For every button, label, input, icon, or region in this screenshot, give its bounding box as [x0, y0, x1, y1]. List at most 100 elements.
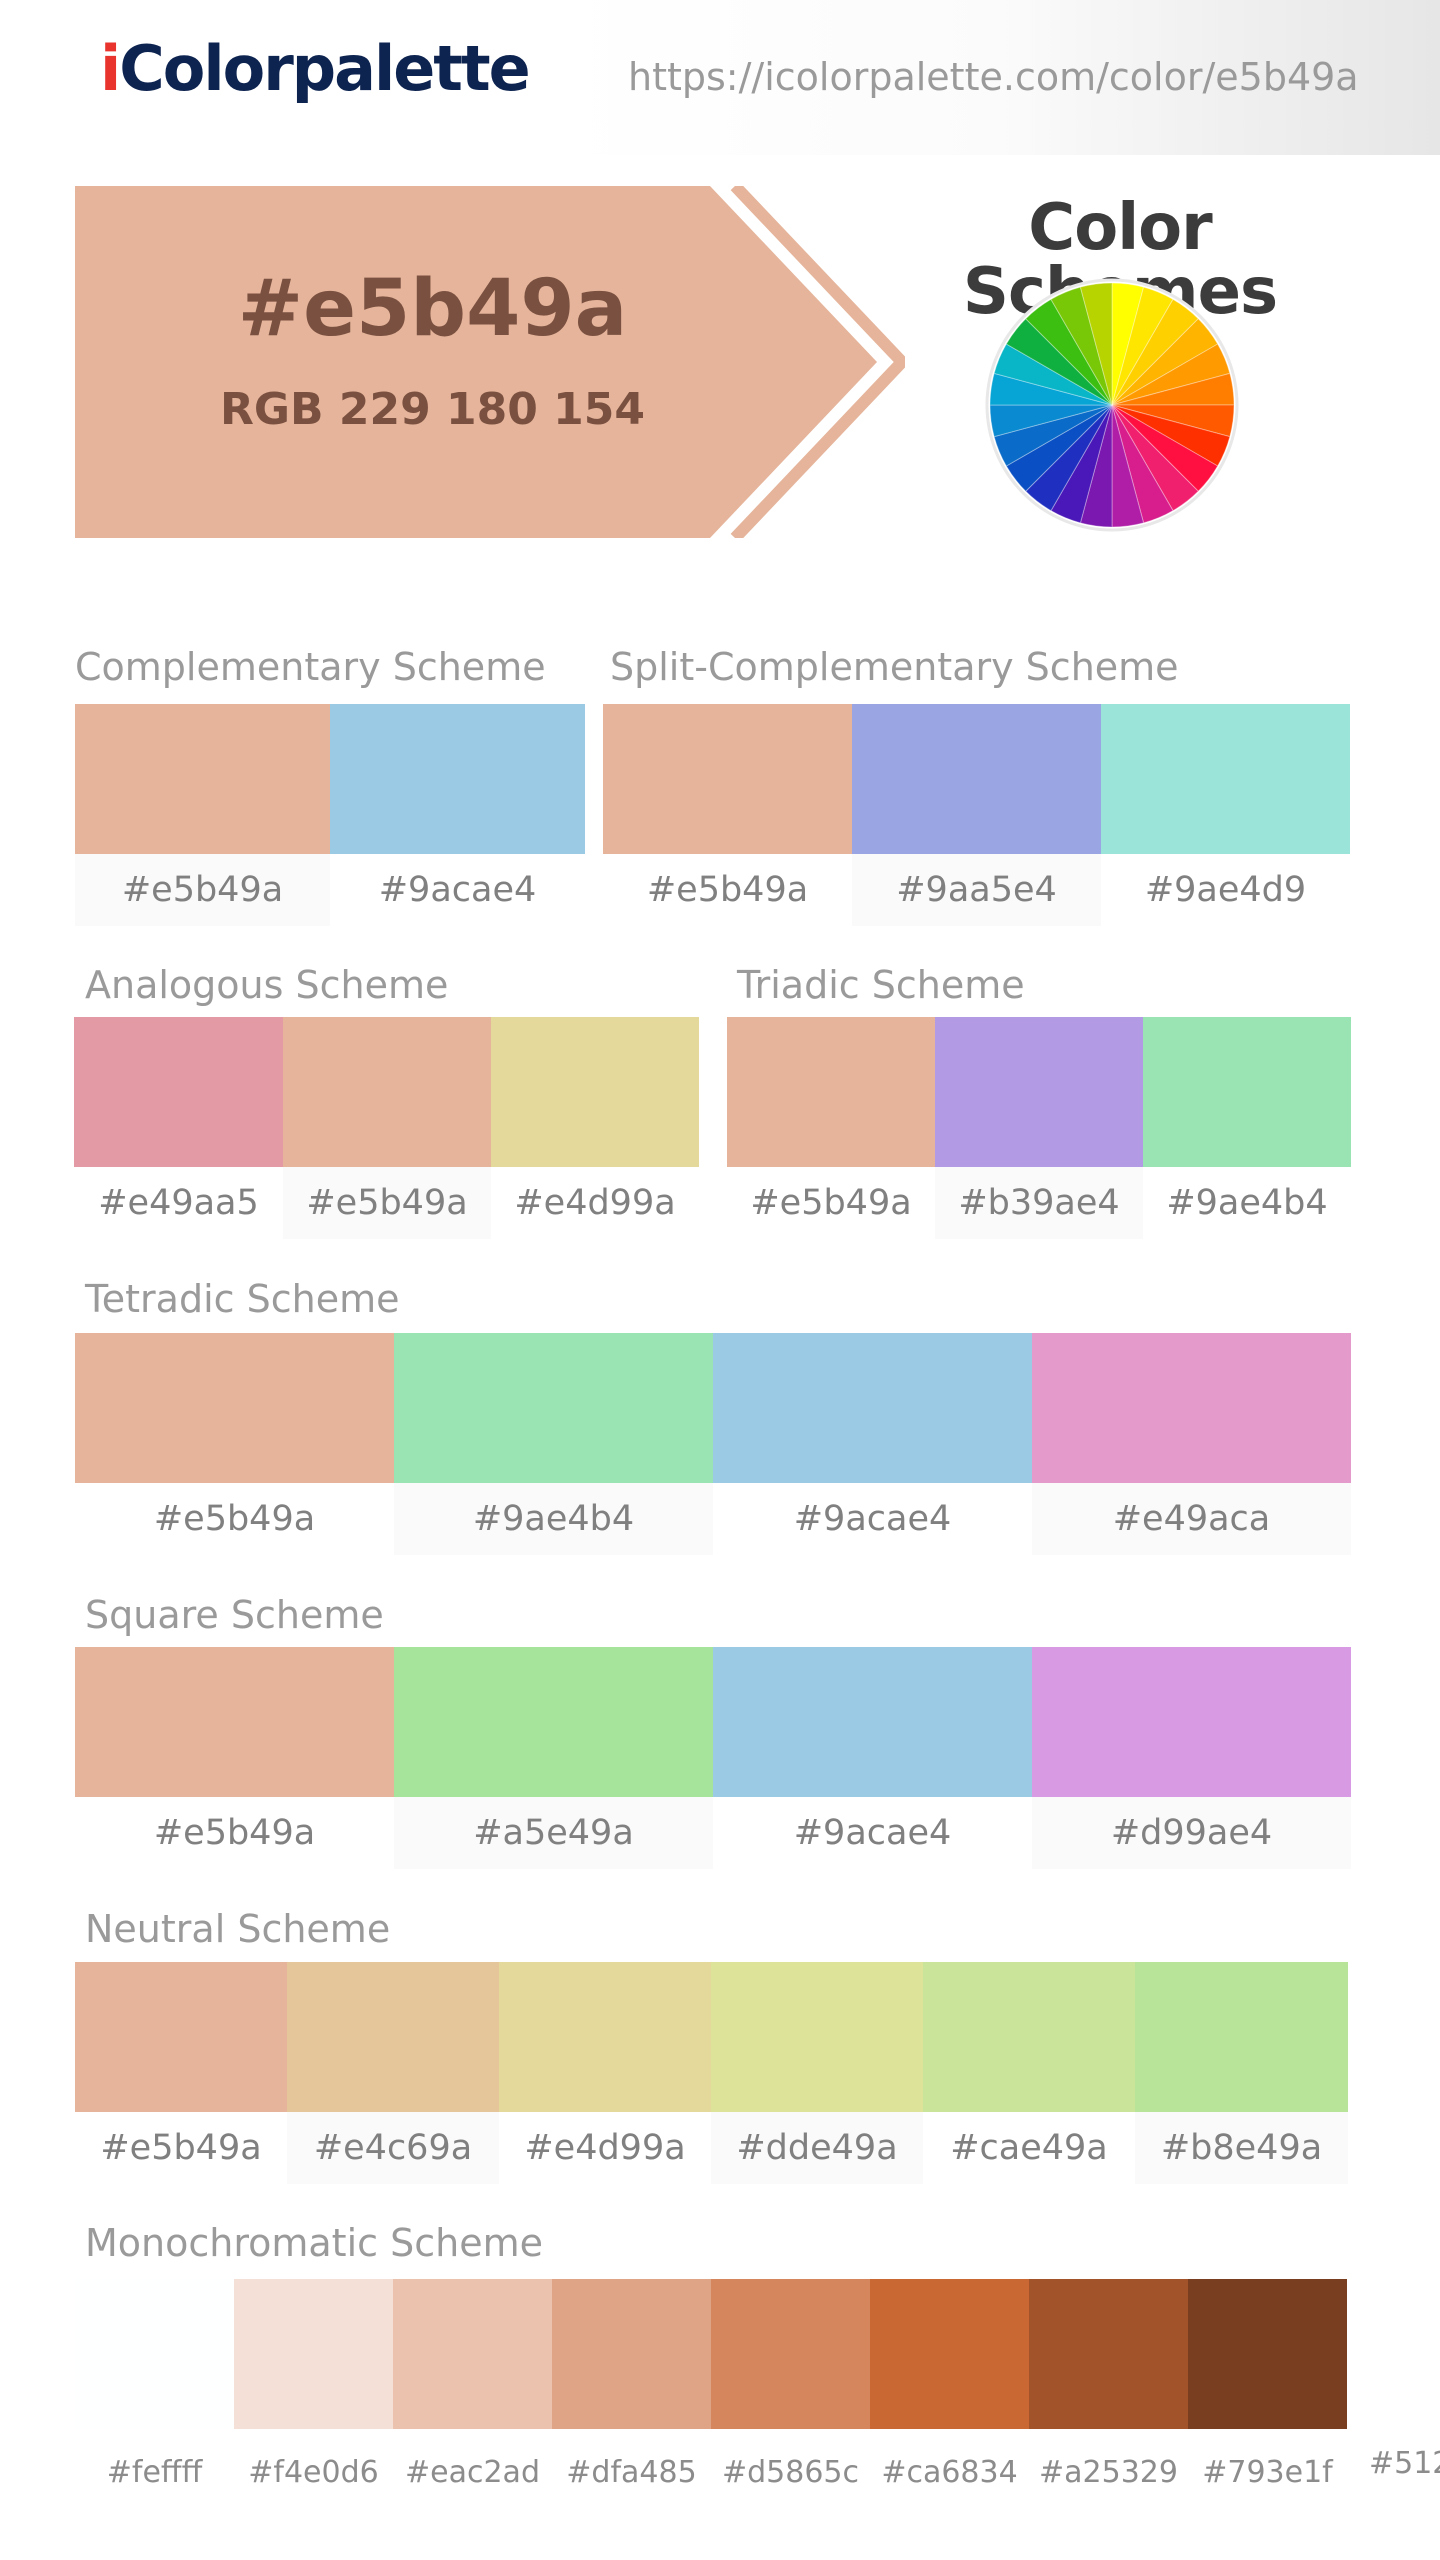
logo-text: Colorpalette — [119, 32, 530, 105]
neutral-color-4[interactable]: #dde49a — [711, 1962, 923, 2184]
triadic-color-1[interactable]: #e5b49a — [727, 1017, 935, 1239]
color-hex-label: #e5b49a — [153, 1499, 316, 1539]
tetradic-scheme-palette: #e5b49a #9ae4b4 #9acae4 #e49aca — [75, 1333, 1351, 1555]
color-hex-label: #9ae4d9 — [1144, 870, 1307, 910]
color-hex-label: #b8e49a — [1135, 2112, 1348, 2184]
color-swatch[interactable] — [1143, 1017, 1351, 1167]
color-swatch[interactable] — [283, 1017, 491, 1167]
color-swatch[interactable] — [711, 2279, 870, 2429]
monochromatic-color-6[interactable]: #ca6834 — [870, 2279, 1029, 2515]
color-swatch[interactable] — [74, 1017, 283, 1167]
color-swatch[interactable] — [394, 1647, 713, 1797]
color-swatch[interactable] — [394, 1333, 713, 1483]
color-hex-label: #e5b49a — [153, 1813, 316, 1853]
neutral-color-1[interactable]: #e5b49a — [75, 1962, 287, 2184]
color-hex-label: #e4c69a — [287, 2112, 499, 2184]
color-hex-label: #e4d99a — [524, 2128, 686, 2168]
monochromatic-color-2[interactable]: #f4e0d6 — [234, 2279, 393, 2515]
square-color-3[interactable]: #9acae4 — [713, 1647, 1032, 1869]
split-complementary-color-3[interactable]: #9ae4d9 — [1101, 704, 1350, 926]
color-hex-label: #9acae4 — [378, 870, 537, 910]
complementary-color-2[interactable]: #9acae4 — [330, 704, 585, 926]
color-swatch[interactable] — [727, 1017, 935, 1167]
color-swatch[interactable] — [1135, 1962, 1348, 2112]
triadic-scheme-palette: #e5b49a #b39ae4 #9ae4b4 — [727, 1017, 1351, 1239]
monochromatic-color-3[interactable]: #eac2ad — [393, 2279, 552, 2515]
header-background — [560, 0, 1440, 155]
color-hex-label: #e5b49a — [100, 2128, 262, 2168]
color-swatch[interactable] — [75, 704, 330, 854]
color-hex-label: #eac2ad — [405, 2454, 540, 2490]
page-url[interactable]: https://icolorpalette.com/color/e5b49a — [628, 55, 1359, 99]
color-swatch[interactable] — [852, 704, 1101, 854]
color-swatch[interactable] — [713, 1333, 1032, 1483]
color-swatch[interactable] — [75, 1962, 287, 2112]
color-swatch[interactable] — [75, 1333, 394, 1483]
square-color-2[interactable]: #a5e49a — [394, 1647, 713, 1869]
square-color-4[interactable]: #d99ae4 — [1032, 1647, 1351, 1869]
color-swatch[interactable] — [1188, 2279, 1347, 2429]
color-hex-label: #512 — [1369, 2445, 1440, 2481]
color-swatch[interactable] — [552, 2279, 711, 2429]
color-swatch[interactable] — [75, 2279, 234, 2429]
monochromatic-color-4[interactable]: #dfa485 — [552, 2279, 711, 2515]
triadic-color-2[interactable]: #b39ae4 — [935, 1017, 1143, 1239]
color-swatch[interactable] — [330, 704, 585, 854]
color-hex-label: #e5b49a — [75, 854, 330, 926]
neutral-color-2[interactable]: #e4c69a — [287, 1962, 499, 2184]
color-swatch[interactable] — [1032, 1333, 1351, 1483]
color-hex-label: #e5b49a — [750, 1183, 912, 1223]
neutral-color-6[interactable]: #b8e49a — [1135, 1962, 1348, 2184]
complementary-scheme-palette: #e5b49a #9acae4 — [75, 704, 585, 926]
color-swatch[interactable] — [234, 2279, 393, 2429]
color-swatch[interactable] — [491, 1017, 699, 1167]
color-hex-label: #9ae4b4 — [394, 1483, 713, 1555]
triadic-color-3[interactable]: #9ae4b4 — [1143, 1017, 1351, 1239]
split-complementary-color-2[interactable]: #9aa5e4 — [852, 704, 1101, 926]
square-scheme-label: Square Scheme — [85, 1593, 384, 1637]
neutral-scheme-palette: #e5b49a #e4c69a #e4d99a #dde49a #cae49a #b8e4… — [75, 1962, 1348, 2184]
color-swatch[interactable] — [393, 2279, 552, 2429]
monochromatic-color-8[interactable]: #793e1f — [1188, 2279, 1347, 2515]
color-swatch[interactable] — [603, 704, 852, 854]
tetradic-color-2[interactable]: #9ae4b4 — [394, 1333, 713, 1555]
monochromatic-scheme-label: Monochromatic Scheme — [85, 2221, 543, 2265]
analogous-color-1[interactable]: #e49aa5 — [74, 1017, 283, 1239]
analogous-color-2[interactable]: #e5b49a — [283, 1017, 491, 1239]
color-swatch[interactable] — [1032, 1647, 1351, 1797]
color-swatch[interactable] — [923, 1962, 1135, 2112]
square-color-1[interactable]: #e5b49a — [75, 1647, 394, 1869]
neutral-color-5[interactable]: #cae49a — [923, 1962, 1135, 2184]
color-swatch[interactable] — [1029, 2279, 1188, 2429]
analogous-color-3[interactable]: #e4d99a — [491, 1017, 699, 1239]
hero-banner: #e5b49a RGB 229 180 154 — [75, 186, 905, 538]
color-hex-label: #e49aca — [1032, 1483, 1351, 1555]
color-swatch[interactable] — [1101, 704, 1350, 854]
color-hex-label: #b39ae4 — [935, 1167, 1143, 1239]
site-logo[interactable]: iColorpalette — [100, 38, 531, 100]
neutral-color-3[interactable]: #e4d99a — [499, 1962, 711, 2184]
color-hex-label: #cae49a — [950, 2128, 1108, 2168]
color-swatch[interactable] — [935, 1017, 1143, 1167]
monochromatic-color-1[interactable]: #feffff — [75, 2279, 234, 2515]
color-swatch[interactable] — [711, 1962, 923, 2112]
tetradic-color-1[interactable]: #e5b49a — [75, 1333, 394, 1555]
complementary-color-1[interactable]: #e5b49a — [75, 704, 330, 926]
color-swatch[interactable] — [75, 1647, 394, 1797]
monochromatic-color-7[interactable]: #a25329 — [1029, 2279, 1188, 2515]
split-complementary-scheme-palette: #e5b49a #9aa5e4 #9ae4d9 — [603, 704, 1350, 926]
tetradic-color-3[interactable]: #9acae4 — [713, 1333, 1032, 1555]
monochromatic-color-5[interactable]: #d5865c — [711, 2279, 870, 2515]
color-swatch[interactable] — [287, 1962, 499, 2112]
split-complementary-scheme-label: Split-Complementary Scheme — [610, 645, 1179, 689]
color-hex-label: #a5e49a — [394, 1797, 713, 1869]
color-swatch[interactable] — [499, 1962, 711, 2112]
analogous-scheme-label: Analogous Scheme — [85, 963, 449, 1007]
color-swatch[interactable] — [870, 2279, 1029, 2429]
split-complementary-color-1[interactable]: #e5b49a — [603, 704, 852, 926]
color-swatch[interactable] — [713, 1647, 1032, 1797]
color-hex-label: #a25329 — [1039, 2454, 1178, 2490]
tetradic-color-4[interactable]: #e49aca — [1032, 1333, 1351, 1555]
color-hex-label: #e5b49a — [646, 870, 809, 910]
color-hex-label: #dfa485 — [566, 2454, 697, 2490]
